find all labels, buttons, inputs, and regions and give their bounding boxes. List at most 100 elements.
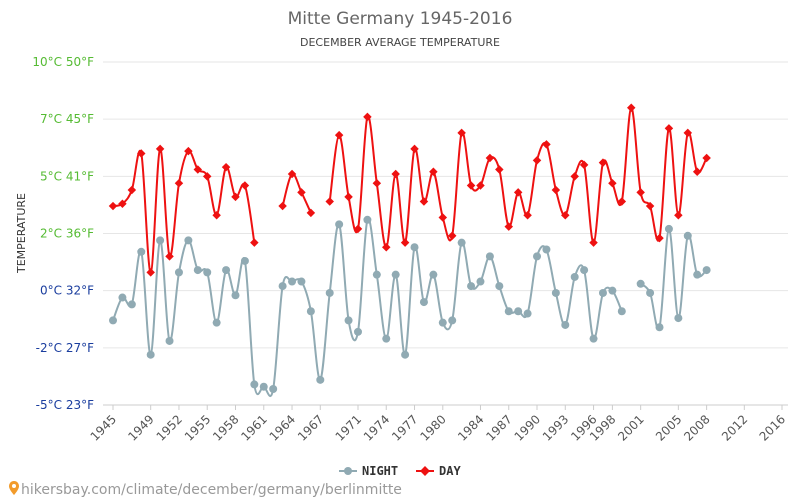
- point-day: [363, 112, 372, 122]
- point-day: [372, 178, 382, 188]
- series-line-night: [112, 217, 623, 397]
- x-tick-label: 1980: [417, 412, 448, 443]
- point-night: [561, 320, 570, 329]
- point-night: [542, 245, 551, 254]
- point-day: [344, 192, 353, 202]
- point-night: [551, 288, 560, 297]
- legend-item-day[interactable]: DAY: [416, 464, 461, 478]
- point-night: [146, 350, 155, 359]
- point-night: [288, 277, 297, 286]
- point-night: [693, 270, 702, 279]
- point-night: [127, 300, 136, 309]
- x-tick-label: 1974: [361, 412, 392, 443]
- x-tick-label: 1984: [455, 412, 486, 443]
- point-day: [325, 197, 334, 206]
- point-day: [391, 169, 400, 179]
- point-day: [495, 165, 504, 174]
- location-pin-icon: [9, 481, 19, 495]
- point-night: [231, 291, 240, 300]
- point-day: [419, 197, 429, 206]
- point-night: [646, 288, 655, 297]
- point-night: [184, 236, 193, 245]
- point-night: [514, 307, 523, 316]
- x-tick-label: 1971: [333, 412, 364, 443]
- series-lines: [112, 106, 708, 397]
- point-night: [137, 247, 146, 256]
- point-night: [636, 279, 645, 288]
- point-day: [353, 224, 363, 234]
- point-night: [363, 215, 372, 224]
- legend-night-marker: [344, 467, 352, 475]
- point-day: [626, 103, 636, 112]
- legend-item-night[interactable]: NIGHT: [339, 464, 398, 478]
- point-night: [391, 270, 400, 279]
- x-tick-label: 2012: [719, 412, 750, 443]
- x-tick-label: 2001: [615, 412, 646, 443]
- point-day: [532, 156, 542, 165]
- point-night: [297, 277, 306, 286]
- point-night: [118, 293, 127, 302]
- point-day: [221, 162, 231, 172]
- point-night: [523, 309, 532, 318]
- point-day: [692, 167, 702, 177]
- point-day: [410, 144, 419, 154]
- point-day: [174, 178, 184, 188]
- y-tick-label: 7°C 45°F: [40, 112, 94, 126]
- x-tick-label: 1987: [483, 412, 514, 443]
- point-night: [598, 288, 607, 297]
- point-night: [156, 236, 165, 245]
- x-tick-label: 1958: [210, 412, 241, 443]
- point-day: [165, 252, 174, 261]
- point-day: [542, 140, 551, 149]
- legend-day-marker: [420, 466, 430, 476]
- source-link[interactable]: hikersbay.com/climate/december/germany/b…: [9, 481, 402, 498]
- point-night: [240, 256, 249, 265]
- point-night: [401, 350, 410, 359]
- point-day: [447, 231, 457, 241]
- x-tick-label: 2005: [653, 412, 684, 443]
- point-night: [203, 268, 212, 277]
- point-day: [146, 268, 155, 277]
- point-night: [316, 375, 325, 384]
- x-tick-label: 1961: [238, 412, 269, 443]
- point-night: [570, 272, 579, 281]
- point-day: [551, 185, 561, 195]
- point-night: [580, 266, 589, 275]
- x-tick-label: 1955: [182, 412, 213, 443]
- point-day: [598, 158, 608, 167]
- point-night: [655, 323, 664, 332]
- point-day: [674, 210, 683, 220]
- point-night: [448, 316, 457, 325]
- point-night: [109, 316, 117, 325]
- point-day: [664, 124, 674, 133]
- gridlines: [103, 61, 788, 406]
- point-night: [664, 224, 673, 233]
- x-tick-label: 1993: [540, 412, 571, 443]
- x-tick-label: 1964: [267, 412, 298, 443]
- point-day: [108, 201, 118, 211]
- point-night: [476, 277, 485, 286]
- x-tick-label: 2016: [757, 412, 788, 443]
- point-day: [212, 210, 221, 220]
- point-day: [184, 146, 193, 156]
- point-night: [419, 298, 428, 307]
- point-day: [240, 181, 250, 190]
- point-night: [222, 266, 231, 275]
- x-tick-label: 1945: [88, 412, 119, 443]
- point-day: [202, 172, 212, 181]
- point-day: [127, 185, 137, 195]
- point-night: [533, 252, 542, 261]
- point-day: [382, 242, 391, 252]
- chart-subtitle: DECEMBER AVERAGE TEMPERATURE: [300, 36, 500, 49]
- point-day: [250, 238, 259, 247]
- legend-night-label: NIGHT: [362, 464, 398, 478]
- point-night: [617, 307, 626, 316]
- point-night: [504, 307, 513, 316]
- point-night: [269, 384, 278, 393]
- y-tick-label: 5°C 41°F: [40, 169, 94, 183]
- point-night: [410, 243, 419, 252]
- y-tick-label: 10°C 50°F: [32, 55, 94, 69]
- point-day: [118, 199, 127, 209]
- x-tick-label: 1990: [512, 412, 543, 443]
